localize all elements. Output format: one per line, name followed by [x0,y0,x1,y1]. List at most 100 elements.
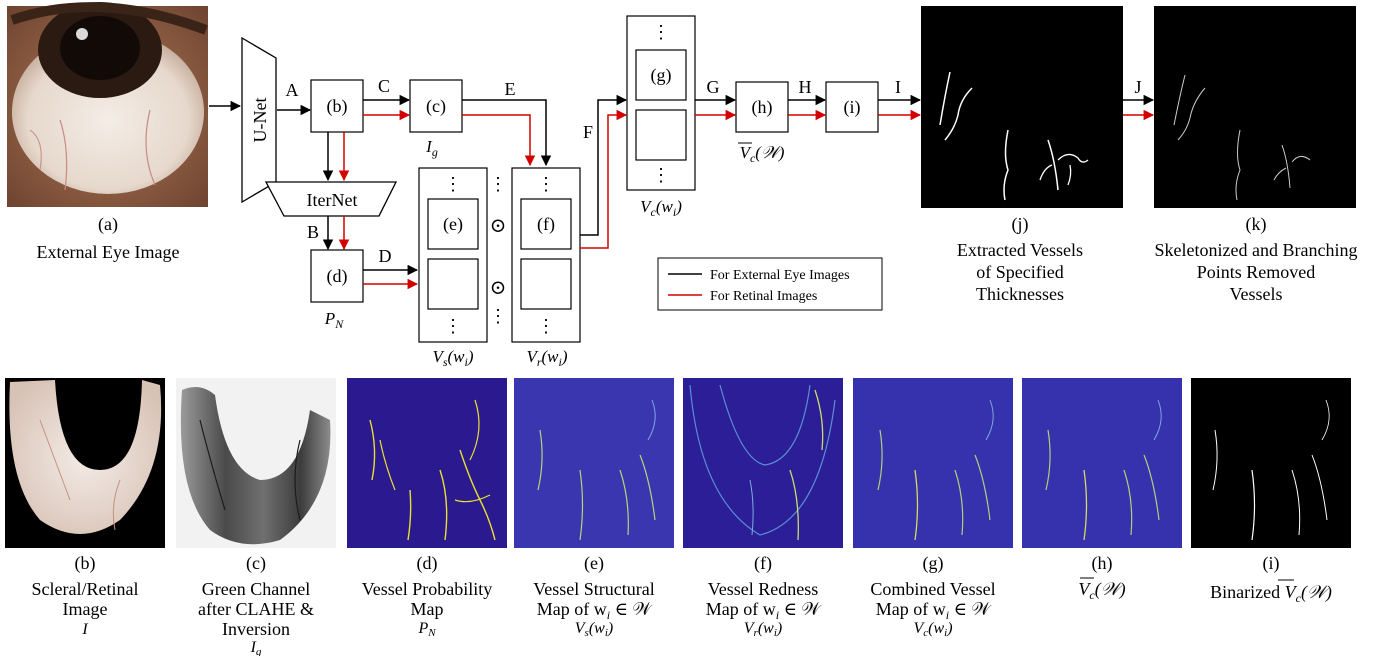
arrow-label-B: B [307,222,319,242]
arrow-E-red [462,114,536,167]
caption-b-line1: Scleral/Retinal [32,579,139,599]
iternet-block [264,181,398,217]
stack-Vs-empty-box [427,258,479,310]
legend-black-label: For External Eye Images [710,268,850,283]
caption-g-id: (g) [923,553,944,574]
arrow-F-black [580,94,628,236]
arrow-label-G: G [707,77,720,97]
caption-c-id: (c) [246,553,266,574]
box-i [825,81,879,133]
input-eye-image [7,2,208,207]
output-j-line2: of Specified [976,262,1063,282]
output-image-j [921,6,1123,208]
caption-i: (i) Binarized Vc(𝒲) [1210,553,1332,605]
output-k-line2: Points Removed [1197,262,1316,282]
arrow-F-red [580,109,628,249]
box-b-label: (b) [327,96,348,117]
unet-label: U-Net [250,98,270,143]
caption-f-line1: Vessel Redness [708,579,819,599]
box-g-label: (g) [651,65,672,86]
caption-e-line1: Vessel Structural [533,579,654,599]
box-d [310,249,364,303]
caption-h: (h) Vc(𝒲) [1078,553,1125,602]
arrow-label-J: J [1134,77,1141,97]
caption-b-id: (b) [75,553,96,574]
bottom-image-f [683,378,843,548]
box-h [735,81,789,133]
output-j-id: (j) [1012,214,1029,235]
output-k-id: (k) [1246,214,1267,235]
stack-Vc [626,15,696,191]
box-d-label: (d) [327,266,348,287]
iternet-label: IterNet [307,190,358,210]
caption-g-line2: Map of wi ∈ 𝒲 [876,599,993,622]
box-d-math-PN: PN [324,309,344,331]
caption-e-line2: Map of wi ∈ 𝒲 [537,599,654,622]
output-j-line1: Extracted Vessels [957,240,1083,260]
arrow-label-F: F [583,122,593,142]
odot-dots-top: ⋮ [489,174,507,194]
stack-Vs-math: Vs(wi) [432,347,473,369]
caption-d-line1: Vessel Probability [362,579,493,599]
legend-red-label: For Retinal Images [710,289,817,304]
arrow-E-black [462,99,552,167]
caption-d: (d) Vessel Probability Map PN [362,553,493,639]
bottom-image-g [853,378,1013,548]
caption-i-line1: Binarized Vc(𝒲) [1210,582,1332,605]
arrow-label-E: E [505,79,516,99]
box-h-math: Vc(𝒲) [740,143,785,165]
stack-Vc-dots-bottom: ⋮ [652,165,670,185]
box-g [635,49,687,101]
caption-b: (b) Scleral/Retinal Image I [32,553,139,638]
arrow-label-H: H [799,77,812,97]
box-h-label: (h) [752,97,773,118]
caption-f-line3: Vr(wi) [744,620,782,639]
output-k-line1: Skeletonized and Branching [1155,240,1358,260]
stack-Vs-dots-top: ⋮ [444,174,462,194]
stack-Vr-dots-bottom: ⋮ [537,316,555,336]
odot-operator-1: ⊙ [490,215,507,237]
caption-f-id: (f) [754,553,772,574]
arrow-label-I: I [895,77,901,97]
box-c-math-Ig: Ig [425,137,438,159]
box-f [520,198,572,250]
caption-f-line2: Map of wi ∈ 𝒲 [706,599,823,622]
odot-operator-2: ⊙ [490,277,507,299]
box-b [310,79,364,133]
stack-Vc-empty-box [635,109,687,161]
bottom-image-c [176,378,336,548]
caption-c-line1: Green Channel [202,579,310,599]
arrow-label-D: D [379,246,392,266]
caption-e-id: (e) [584,553,604,574]
stack-Vs [418,167,488,343]
arrow-label-A: A [286,80,299,100]
bottom-image-e [514,378,674,548]
stack-Vr-dots-top: ⋮ [537,174,555,194]
caption-i-id: (i) [1263,553,1280,574]
caption-d-id: (d) [417,553,438,574]
caption-b-line3: I [81,621,88,638]
arrow-label-C: C [378,76,390,96]
caption-g-line3: Vc(wi) [913,620,952,639]
output-image-k [1154,6,1356,208]
caption-d-line2: Map [411,599,444,619]
box-f-label: (f) [537,214,555,235]
caption-e-line3: Vs(wi) [575,620,613,639]
box-c [409,79,463,133]
stack-Vc-math: Vc(wi) [640,197,682,219]
box-c-label: (c) [426,96,446,117]
bottom-image-i [1191,378,1351,548]
stack-Vr [511,167,581,343]
box-e [427,198,479,250]
caption-g-line1: Combined Vessel [870,579,995,599]
box-e-label: (e) [443,214,463,235]
caption-b-line2: Image [63,599,108,619]
stack-Vr-math: Vr(wi) [526,347,567,369]
caption-c-line3: Inversion [222,619,290,639]
bottom-image-b [5,378,165,548]
bottom-image-h [1022,378,1182,548]
stack-Vr-empty-box [520,258,572,310]
caption-c-line4: Ig [250,639,262,656]
caption-d-line3: PN [417,620,436,639]
